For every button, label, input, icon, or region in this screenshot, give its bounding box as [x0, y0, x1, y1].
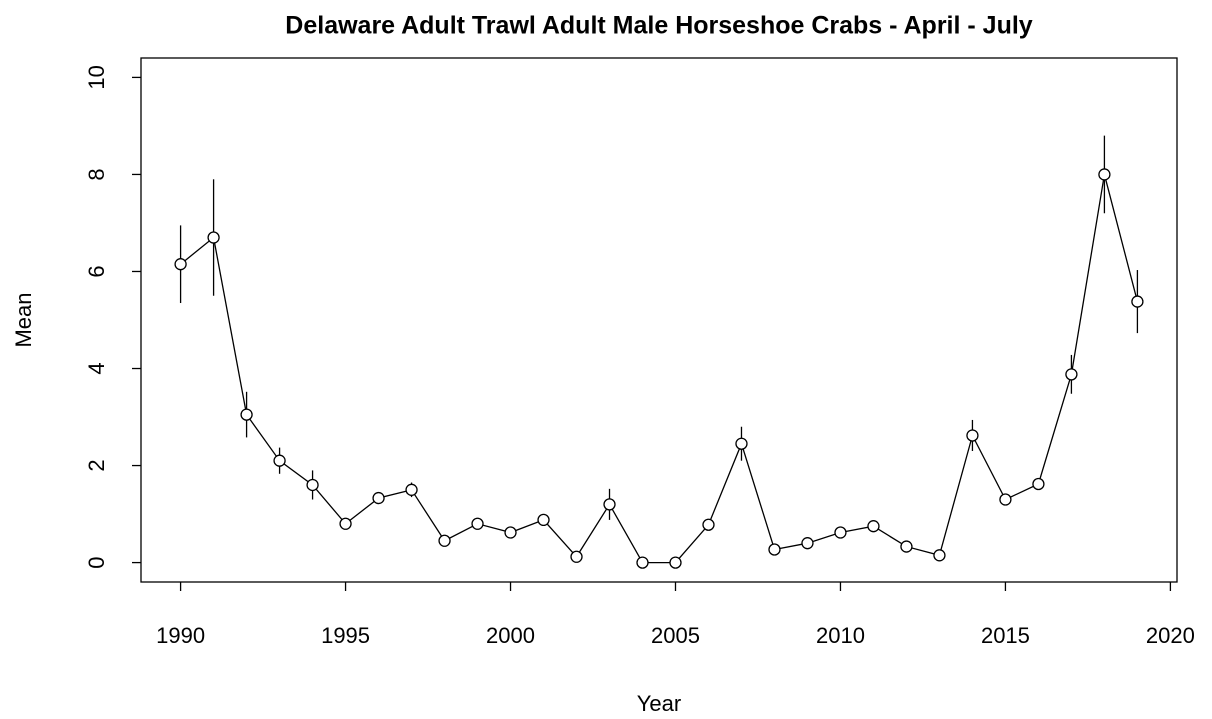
y-tick-label: 10: [84, 65, 109, 89]
plot-frame: [140, 57, 1178, 583]
y-tick-label: 2: [84, 459, 109, 471]
x-tick-label: 2010: [816, 623, 865, 648]
data-point: [867, 520, 880, 533]
data-point: [570, 550, 583, 563]
x-tick-label: 2020: [1146, 623, 1195, 648]
data-point: [834, 526, 847, 539]
data-point: [933, 549, 946, 562]
data-point: [1131, 295, 1144, 308]
data-point: [801, 537, 814, 550]
y-axis-label: Mean: [11, 292, 36, 347]
data-line: [180, 174, 1139, 564]
x-tick-label: 2015: [981, 623, 1030, 648]
data-point: [669, 556, 682, 569]
y-tick-label: 0: [84, 556, 109, 568]
data-point: [405, 483, 418, 496]
y-tick-label: 8: [84, 168, 109, 180]
data-point: [306, 478, 319, 492]
data-point: [966, 429, 979, 442]
data-point: [636, 556, 649, 569]
data-point: [1098, 168, 1111, 181]
y-tick-label: 6: [84, 265, 109, 277]
data-point: [438, 534, 451, 547]
data-point: [537, 513, 550, 527]
data-point: [339, 517, 352, 530]
x-tick-label: 1995: [321, 623, 370, 648]
x-tick-label: 1990: [156, 623, 205, 648]
data-point: [504, 526, 517, 539]
data-point: [999, 493, 1012, 506]
data-point: [207, 231, 220, 244]
x-tick-label: 2005: [651, 623, 700, 648]
data-point: [471, 517, 484, 530]
chart-title: Delaware Adult Trawl Adult Male Horsesho…: [285, 12, 1032, 40]
data-point: [1065, 368, 1078, 381]
data-point: [372, 491, 385, 505]
data-point: [702, 518, 715, 531]
x-axis-label: Year: [637, 691, 681, 716]
x-tick-label: 2000: [486, 623, 535, 648]
data-point: [1032, 477, 1045, 491]
data-point: [768, 543, 781, 556]
data-point: [603, 498, 616, 511]
data-point: [900, 540, 913, 553]
y-tick-label: 4: [84, 362, 109, 374]
data-point: [174, 258, 187, 271]
data-point: [240, 408, 253, 421]
data-point: [735, 437, 748, 450]
data-point: [273, 454, 286, 467]
